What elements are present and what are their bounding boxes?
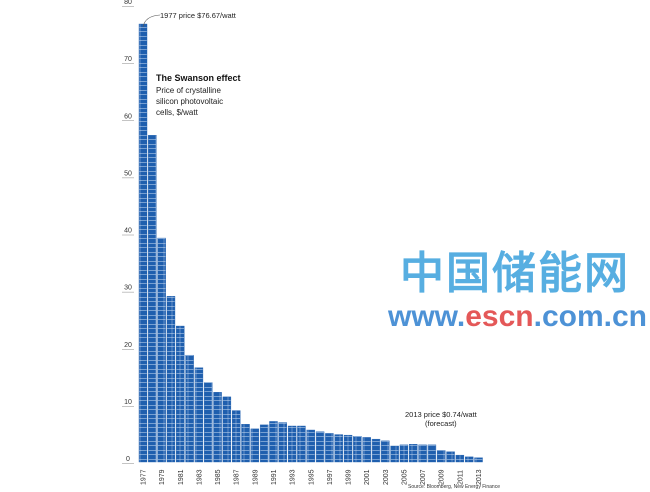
x-tick-label: 1985 [215, 469, 222, 485]
bar-1981 [176, 325, 185, 463]
x-tick-label: 1979 [159, 469, 166, 485]
bar-1983 [194, 367, 204, 463]
bar-1980 [166, 296, 176, 463]
bar-2013 [474, 457, 483, 463]
x-tick-label: 1989 [252, 469, 259, 485]
last-annotation-note: (forecast) [425, 419, 457, 428]
y-tick-label: 60 [124, 113, 132, 120]
bar-1979 [157, 237, 166, 463]
x-tick-label: 2005 [401, 469, 408, 485]
bar-2002 [371, 438, 381, 463]
bar-1991 [269, 421, 278, 463]
bar-2001 [362, 437, 371, 463]
bar-2010 [446, 451, 455, 463]
bar-1977 [138, 23, 148, 463]
bar-2012 [465, 456, 474, 463]
bar-1987 [231, 410, 241, 463]
bar-1999 [343, 434, 353, 463]
bar-1998 [334, 434, 343, 463]
bar-1978 [148, 135, 157, 463]
y-tick-label: 80 [124, 0, 132, 6]
source-note: Source: Bloomberg, New Energy Finance [408, 484, 500, 490]
chart-subtitle-line1: Price of crystalline [156, 86, 221, 95]
x-tick-label: 1995 [308, 469, 315, 485]
bars [138, 23, 483, 463]
bar-1992 [278, 422, 287, 463]
x-tick-label: 2013 [476, 469, 483, 485]
y-tick-label: 20 [124, 342, 132, 349]
bar-1997 [325, 433, 334, 463]
watermark-logo: 中国储能网 [400, 248, 630, 299]
bar-1985 [213, 392, 222, 463]
first-annotation: 1977 price $76.67/watt [160, 11, 237, 20]
bar-2000 [353, 436, 362, 463]
bar-1996 [315, 431, 325, 463]
bar-1993 [287, 425, 297, 463]
bar-1990 [259, 424, 269, 463]
x-tick-label: 1991 [271, 469, 278, 485]
bar-1988 [241, 424, 250, 463]
y-tick-label: 40 [124, 228, 132, 235]
bar-1982 [185, 354, 194, 463]
bar-1989 [250, 428, 260, 463]
chart-title: The Swanson effect [156, 73, 241, 83]
x-tick-label: 1997 [327, 469, 334, 485]
first-annotation-leader [142, 14, 161, 28]
bar-1995 [306, 429, 315, 463]
x-tick-label: 1983 [196, 469, 203, 485]
bar-1994 [297, 425, 306, 463]
chart-subtitle-line3: cells, $/watt [156, 108, 199, 117]
y-axis: 0 10 20 30 40 50 60 70 80 [122, 0, 134, 464]
bar-2011 [455, 454, 465, 463]
y-tick-label: 10 [124, 399, 132, 406]
x-tick-label: 2001 [364, 469, 371, 485]
x-tick-label: 1993 [290, 469, 297, 485]
x-tick-label: 2009 [439, 469, 446, 485]
watermark-url: www.escn.com.cn [388, 300, 647, 333]
x-tick-label: 2011 [457, 470, 464, 485]
y-tick-label: 70 [124, 56, 132, 63]
bar-2003 [381, 440, 390, 463]
y-tick-label: 0 [126, 456, 130, 463]
y-tick-label: 50 [124, 170, 132, 177]
bar-1986 [222, 396, 232, 463]
bar-2009 [437, 450, 446, 463]
bar-2007 [418, 444, 427, 463]
last-annotation: 2013 price $0.74/watt [405, 410, 478, 419]
bar-2008 [427, 444, 437, 463]
x-tick-label: 1981 [178, 469, 185, 485]
x-tick-label: 2007 [420, 469, 427, 485]
x-tick-label: 1977 [141, 469, 148, 485]
chart-subtitle-line2: silicon photovoltaic [156, 97, 223, 106]
bar-1984 [204, 382, 213, 463]
bar-2004 [390, 445, 399, 463]
x-tick-label: 1987 [234, 469, 241, 485]
x-tick-label: 2003 [383, 469, 390, 485]
bar-2005 [399, 444, 409, 463]
x-tick-label: 1999 [346, 469, 353, 485]
bar-2006 [409, 444, 418, 463]
x-axis: 1977 1979 1981 1983 1985 1987 1989 1991 1993 1995… [141, 469, 484, 485]
y-tick-label: 30 [124, 285, 132, 292]
